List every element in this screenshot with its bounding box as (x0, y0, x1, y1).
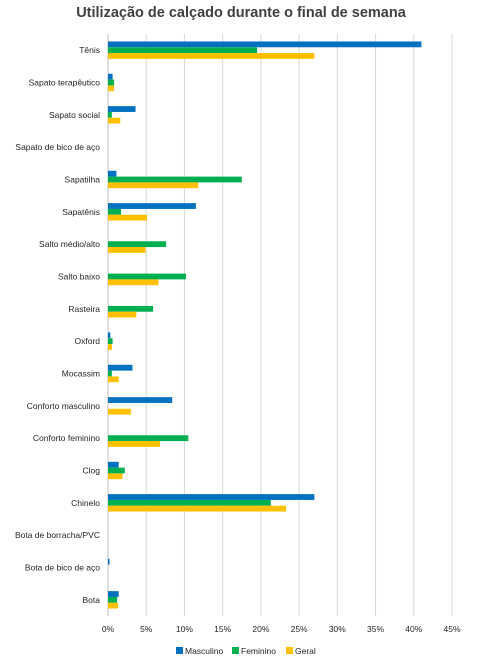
x-tick-label: 15% (214, 624, 231, 634)
category-label: Conforto masculino (27, 401, 101, 411)
bar-masculino (108, 364, 133, 371)
x-tick-label: 30% (329, 624, 346, 634)
bar-geral (108, 311, 137, 318)
bar-geral (108, 53, 315, 59)
bar-geral (108, 408, 131, 415)
bar-masculino (108, 41, 422, 48)
bar-geral (108, 505, 287, 512)
bar-geral (108, 473, 123, 480)
legend-item: Masculino (176, 646, 224, 656)
category-label: Conforto feminino (33, 433, 100, 443)
category-label: Rasteira (68, 304, 100, 314)
category-label: Mocassim (62, 369, 100, 379)
bar-feminino (108, 273, 186, 280)
x-tick-label: 35% (367, 624, 384, 634)
bar-masculino (108, 332, 111, 339)
bar-geral (108, 247, 146, 253)
bar-masculino (108, 558, 110, 565)
bar-masculino (108, 591, 119, 597)
bar-masculino (108, 494, 315, 500)
bar-feminino (108, 79, 115, 86)
x-tick-label: 25% (291, 624, 308, 634)
bar-geral (108, 344, 112, 350)
category-label: Salto médio/alto (39, 239, 100, 249)
legend-item: Geral (286, 646, 316, 656)
category-label: Tênis (79, 45, 100, 55)
bar-masculino (108, 73, 113, 80)
legend-item: Feminino (232, 646, 276, 656)
bar-feminino (108, 499, 271, 506)
category-label: Sapato social (49, 110, 100, 120)
bar-geral (108, 214, 147, 221)
chart-title: Utilização de calçado durante o final de… (76, 5, 407, 21)
x-tick-label: 10% (176, 624, 193, 634)
bar-feminino (108, 467, 125, 474)
x-tick-label: 0% (102, 624, 115, 634)
bar-masculino (108, 170, 117, 177)
bar-masculino (108, 106, 136, 112)
bar-feminino (108, 176, 242, 183)
category-label: Salto baixo (58, 272, 100, 282)
bar-feminino (108, 111, 112, 118)
legend: Masculino Feminino Geral (176, 646, 316, 656)
bars (108, 41, 422, 609)
x-tick-label: 20% (252, 624, 269, 634)
category-labels: Tênis Sapato terapêutico Sapato social Sapa… (15, 45, 100, 605)
category-label: Bota de borracha/PVC (15, 530, 100, 540)
category-label: Sapato de bico de aço (15, 142, 100, 152)
grid-lines (107, 34, 453, 616)
legend-label: Masculino (185, 646, 224, 656)
bar-masculino (108, 397, 173, 403)
category-label: Sapato terapêutico (29, 78, 101, 88)
bar-geral (108, 182, 199, 189)
bar-feminino (108, 596, 118, 603)
x-tick-labels: 0% 5% 10% 15% 20% 25% 30% 35% 40% 45% (102, 624, 461, 634)
bar-masculino (108, 461, 119, 468)
category-label: Bota (83, 595, 101, 605)
bar-feminino (108, 305, 154, 312)
category-label: Sapatilha (65, 175, 101, 185)
category-label: Sapatênis (62, 207, 100, 217)
category-label: Clog (83, 466, 101, 476)
x-tick-label: 45% (443, 624, 460, 634)
category-label: Oxford (74, 336, 100, 346)
legend-swatch (176, 647, 183, 654)
legend-swatch (232, 647, 239, 654)
legend-label: Feminino (241, 646, 276, 656)
bar-feminino (108, 435, 189, 442)
bar-feminino (108, 208, 121, 215)
bar-geral (108, 85, 115, 92)
bar-geral (108, 441, 160, 447)
bar-feminino (108, 338, 113, 345)
bar-geral (108, 117, 121, 124)
x-tick-label: 5% (140, 624, 153, 634)
bar-masculino (108, 203, 196, 209)
bar-feminino (108, 47, 258, 54)
category-label: Chinelo (71, 498, 100, 508)
bar-geral (108, 279, 159, 286)
bar-geral (108, 602, 118, 609)
category-label: Bota de bico de aço (25, 563, 100, 573)
bar-feminino (108, 370, 112, 377)
legend-label: Geral (295, 646, 316, 656)
bar-feminino (108, 241, 167, 248)
bar-geral (108, 376, 119, 383)
legend-swatch (286, 647, 293, 654)
x-tick-label: 40% (405, 624, 422, 634)
